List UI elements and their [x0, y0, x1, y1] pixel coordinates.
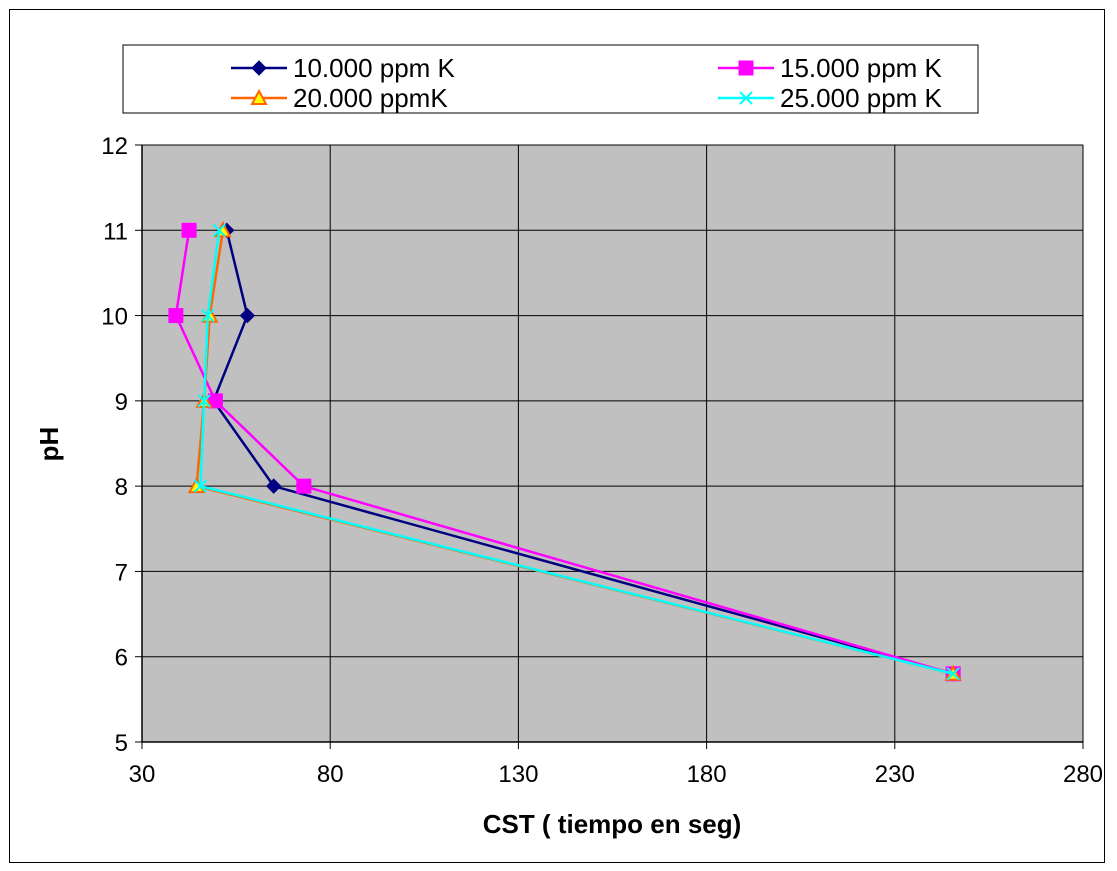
legend-item: 20.000 ppmK: [231, 83, 448, 113]
legend-label: 25.000 ppm K: [780, 83, 943, 113]
legend-label: 15.000 ppm K: [780, 53, 943, 83]
data-point: [239, 307, 256, 324]
y-tick-label: 6: [115, 645, 128, 672]
x-tick-label: 280: [1063, 761, 1103, 788]
y-tick-label: 11: [103, 218, 128, 245]
data-point: [212, 223, 226, 237]
series-4: [193, 223, 960, 681]
x-axis-title: CST ( tiempo en seg): [483, 809, 742, 839]
plot-area: [141, 144, 1084, 743]
x-tick-label: 30: [129, 761, 156, 788]
y-axis-ticks: 5 6 7 8 9 10 11 12: [101, 133, 142, 757]
series-layer: [168, 221, 962, 682]
data-point: [266, 478, 282, 494]
legend-label: 20.000 ppmK: [293, 83, 448, 113]
grid-lines: [142, 144, 1084, 742]
y-tick-label: 10: [101, 304, 128, 331]
x-tick-label: 180: [687, 761, 727, 788]
x-tick-label: 230: [875, 761, 915, 788]
legend-marker: [738, 60, 754, 76]
data-point: [201, 308, 215, 323]
y-tick-label: 12: [101, 133, 128, 160]
y-tick-label: 9: [115, 389, 128, 416]
legend-marker: [250, 88, 268, 105]
x-tick-label: 130: [498, 761, 538, 788]
y-tick-label: 5: [115, 730, 128, 757]
y-tick-label: 7: [115, 559, 128, 586]
legend-marker: [251, 60, 267, 76]
legend-item: 25.000 ppm K: [718, 83, 943, 113]
data-point: [181, 222, 197, 238]
legend-label: 10.000 ppm K: [293, 53, 456, 83]
legend-items: 10.000 ppm K 15.000 ppm K 20.000 ppmK 25.00…: [231, 53, 943, 113]
data-point: [168, 308, 184, 324]
y-axis-title: pH: [34, 427, 64, 462]
legend-marker: [739, 91, 753, 105]
data-point: [946, 667, 960, 681]
data-point: [193, 479, 208, 493]
x-tick-label: 80: [317, 761, 344, 788]
legend-item: 15.000 ppm K: [718, 53, 943, 83]
legend-item: 10.000 ppm K: [231, 53, 456, 83]
y-tick-label: 8: [115, 474, 128, 501]
legend: 10.000 ppm K 15.000 ppm K 20.000 ppmK 25.00…: [122, 44, 979, 114]
data-point: [197, 394, 211, 408]
data-point: [296, 478, 312, 494]
axes: [141, 145, 1083, 743]
x-axis-ticks: 30 80 130 180 230 280: [129, 742, 1103, 788]
